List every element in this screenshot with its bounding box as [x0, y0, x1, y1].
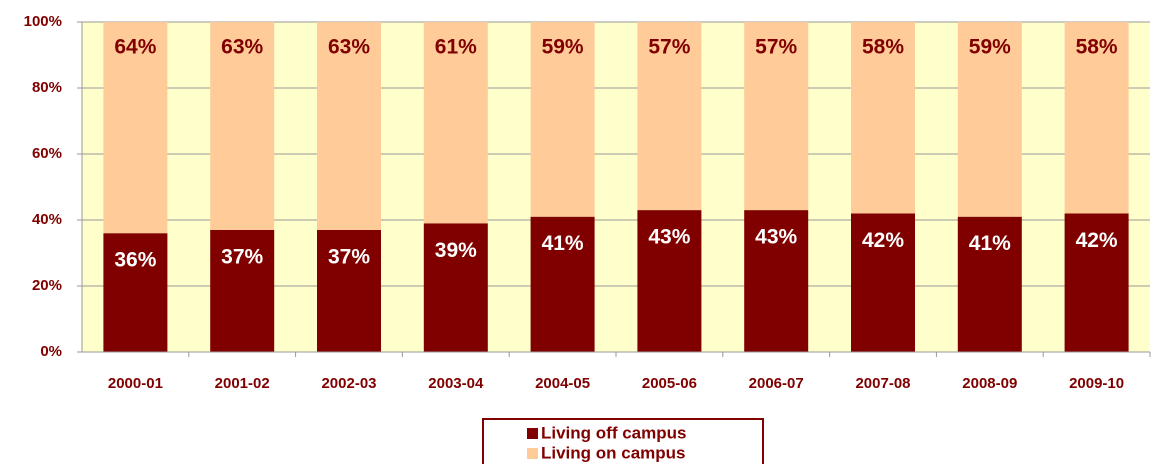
bar-segment	[210, 229, 275, 352]
x-tick-label: 2001-02	[215, 375, 270, 392]
bar-segment	[957, 22, 1022, 217]
bar-segment	[957, 216, 1022, 352]
data-label: 39%	[435, 239, 477, 262]
data-label: 41%	[969, 232, 1011, 255]
legend-swatch	[527, 428, 538, 439]
data-label: 57%	[648, 36, 690, 59]
bar-segment	[744, 210, 809, 352]
data-label: 63%	[328, 36, 370, 59]
y-tick-label: 80%	[32, 79, 62, 96]
bar-segment	[744, 22, 809, 211]
x-tick-label: 2007-08	[855, 375, 910, 392]
bar-segment	[1064, 22, 1129, 214]
bar-segment	[637, 22, 702, 211]
data-label: 63%	[221, 36, 263, 59]
x-tick-label: 2000-01	[108, 375, 163, 392]
y-tick-label: 0%	[40, 343, 62, 360]
data-label: 41%	[542, 232, 584, 255]
legend-label: Living off campus	[541, 423, 686, 442]
bar-segment	[317, 22, 381, 230]
bar-segment	[851, 22, 915, 214]
bar-segment	[423, 22, 488, 224]
y-tick-label: 60%	[32, 145, 62, 162]
y-tick-label: 100%	[24, 13, 62, 30]
data-label: 57%	[755, 36, 797, 59]
x-tick-label: 2002-03	[321, 375, 376, 392]
bar-segment	[103, 233, 168, 352]
x-tick-label: 2005-06	[642, 375, 697, 392]
bar-segment	[423, 223, 488, 352]
bar-segment	[530, 216, 595, 352]
data-label: 43%	[648, 226, 690, 249]
data-label: 64%	[114, 36, 156, 59]
x-tick-label: 2006-07	[749, 375, 804, 392]
data-label: 59%	[969, 36, 1011, 59]
data-label: 59%	[542, 36, 584, 59]
legend-swatch	[527, 448, 538, 459]
data-label: 58%	[862, 36, 904, 59]
bar-segment	[530, 22, 595, 217]
bar-segment	[851, 213, 915, 352]
y-tick-label: 20%	[32, 277, 62, 294]
data-label: 58%	[1076, 36, 1118, 59]
data-label: 42%	[1076, 229, 1118, 252]
x-tick-label: 2004-05	[535, 375, 590, 392]
data-label: 36%	[114, 249, 156, 272]
data-label: 37%	[221, 245, 263, 268]
x-tick-label: 2003-04	[428, 375, 484, 392]
data-label: 42%	[862, 229, 904, 252]
bar-segment	[317, 229, 381, 352]
bar-segment	[103, 22, 168, 234]
bar-segment	[210, 22, 275, 230]
x-tick-label: 2009-10	[1069, 375, 1124, 392]
x-tick-label: 2008-09	[962, 375, 1017, 392]
y-tick-label: 40%	[32, 211, 62, 228]
data-label: 43%	[755, 226, 797, 249]
data-label: 61%	[435, 36, 477, 59]
legend-label: Living on campus	[541, 443, 686, 462]
bar-segment	[1064, 213, 1129, 352]
bar-segment	[637, 210, 702, 352]
data-label: 37%	[328, 245, 370, 268]
